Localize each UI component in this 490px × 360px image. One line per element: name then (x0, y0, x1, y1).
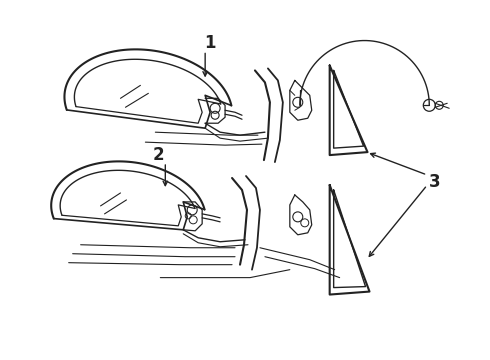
Text: 2: 2 (152, 146, 164, 164)
Text: 3: 3 (428, 173, 440, 191)
Text: 1: 1 (204, 33, 216, 51)
